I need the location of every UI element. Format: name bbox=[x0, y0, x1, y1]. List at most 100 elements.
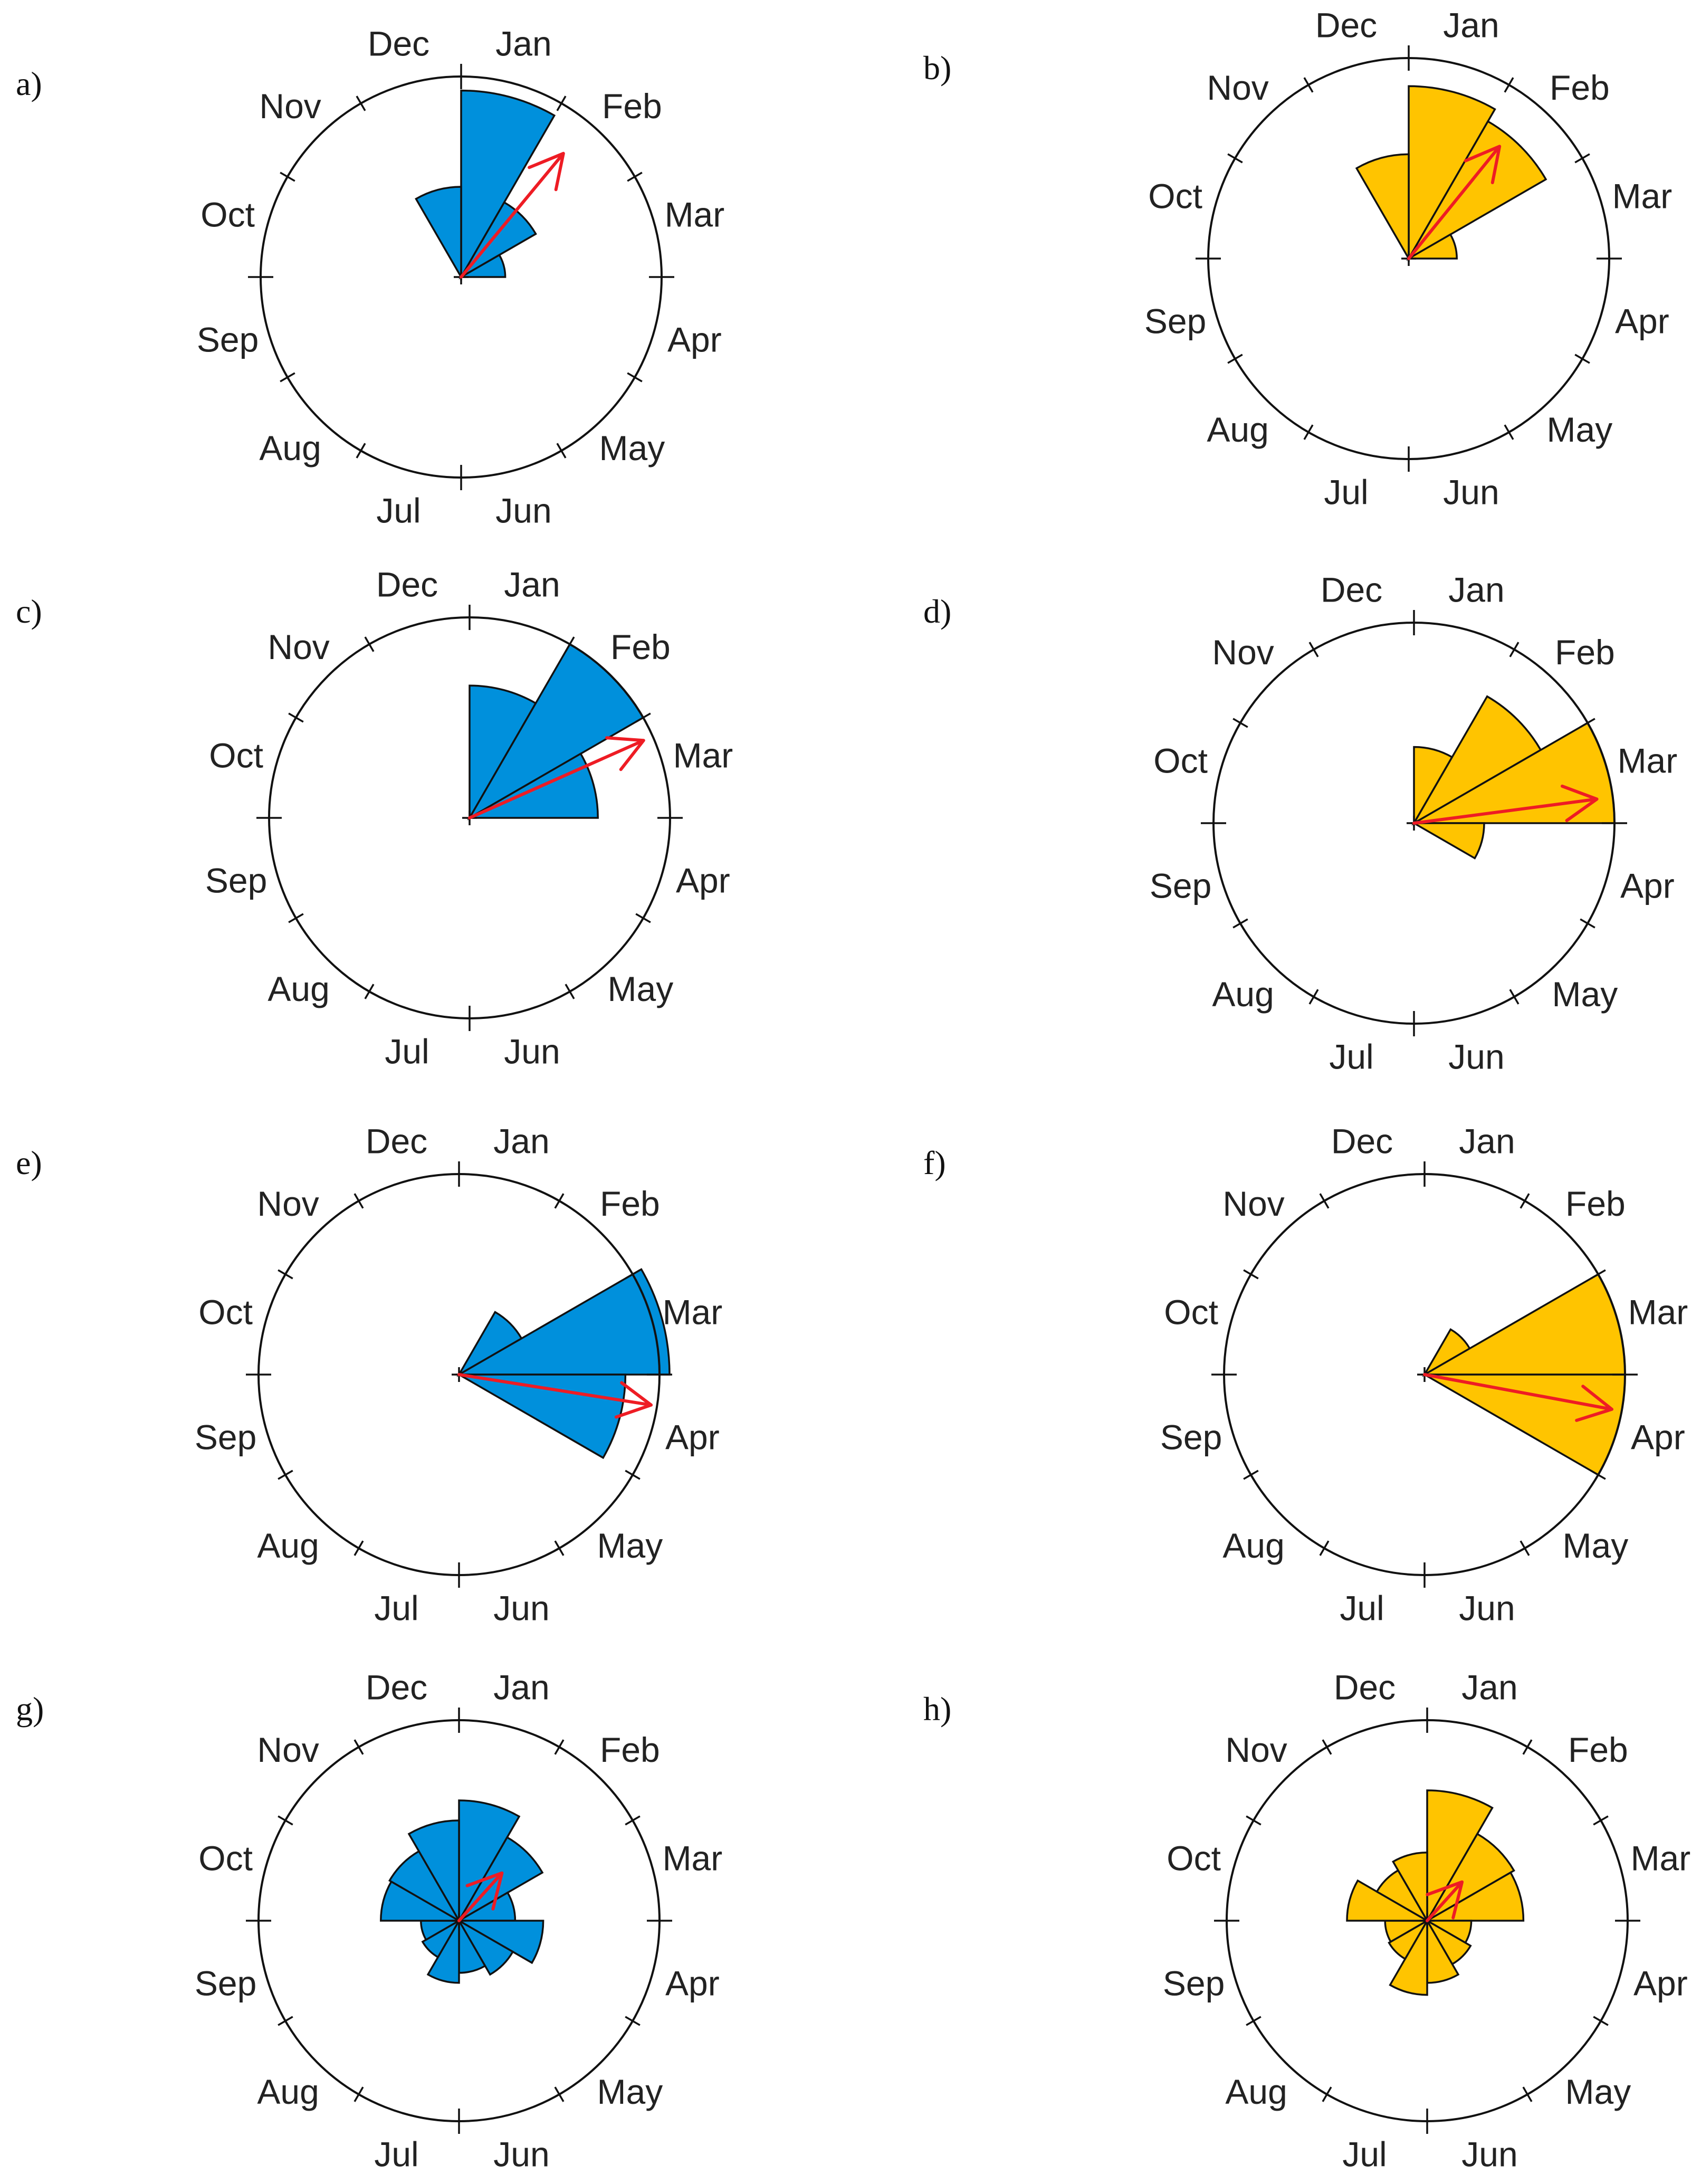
panel-label: b) bbox=[923, 49, 951, 87]
month-label-jan: Jan bbox=[495, 24, 551, 63]
month-label-mar: Mar bbox=[1618, 741, 1678, 780]
rose-panel: f) Jan Feb Mar Apr May Jun Jul Aug Sep Oct Nov Dec bbox=[923, 1122, 1688, 1628]
month-label-jul: Jul bbox=[385, 1032, 429, 1071]
month-label-dec: Dec bbox=[376, 565, 438, 604]
month-label-jun: Jun bbox=[1443, 472, 1499, 511]
rose-sector-jan bbox=[460, 89, 556, 281]
panel-label: g) bbox=[16, 1690, 44, 1728]
month-label-nov: Nov bbox=[1212, 633, 1274, 672]
month-label-nov: Nov bbox=[257, 1730, 319, 1769]
ring-tick bbox=[353, 1540, 364, 1556]
month-label-jun: Jun bbox=[493, 1588, 549, 1627]
mean-direction-arrow bbox=[1412, 784, 1599, 825]
ring-tick bbox=[1322, 1739, 1332, 1755]
month-label-may: May bbox=[1563, 1526, 1629, 1565]
ring-tick bbox=[1227, 153, 1243, 164]
month-label-dec: Dec bbox=[1334, 1668, 1396, 1707]
month-label-feb: Feb bbox=[610, 627, 671, 666]
ring-tick bbox=[1246, 1815, 1262, 1826]
ring-tick bbox=[556, 443, 567, 459]
rose-sector-dec bbox=[1355, 153, 1410, 262]
rose-sector-mar bbox=[1423, 1871, 1525, 1922]
month-label-aug: Aug bbox=[1225, 2072, 1287, 2111]
ring-tick bbox=[1520, 1540, 1530, 1556]
rose-sector-feb bbox=[458, 201, 537, 280]
ring-tick bbox=[288, 913, 304, 923]
ring-tick bbox=[625, 1269, 641, 1280]
rose-sector-jul bbox=[426, 1917, 460, 1984]
ring-tick bbox=[1303, 77, 1314, 93]
panel-label: c) bbox=[16, 593, 42, 630]
ring-tick bbox=[635, 913, 651, 923]
ring-tick bbox=[353, 1739, 364, 1755]
ring-tick bbox=[1232, 918, 1248, 929]
ring-tick bbox=[1504, 424, 1514, 440]
month-label-sep: Sep bbox=[195, 1418, 256, 1457]
ring-tick bbox=[280, 171, 295, 182]
ring-tick bbox=[635, 712, 651, 723]
ring-tick bbox=[1593, 2016, 1609, 2026]
rose-sector-mar bbox=[466, 752, 599, 819]
rose-panel: e) Jan Feb Mar Apr May Jun Jul Aug Sep Oct Nov Dec bbox=[16, 1122, 722, 1628]
month-label-sep: Sep bbox=[205, 861, 267, 900]
month-label-jan: Jan bbox=[1459, 1122, 1515, 1161]
month-label-aug: Aug bbox=[1212, 975, 1274, 1014]
ring-tick bbox=[364, 984, 375, 999]
rose-panel: a) Jan Feb Mar Apr May Jun Jul Aug Sep Oct Nov Dec bbox=[16, 24, 724, 530]
mean-direction-arrow bbox=[468, 736, 645, 819]
ring-tick bbox=[1580, 918, 1595, 929]
rose-sector-feb bbox=[1425, 1833, 1515, 1923]
ring-tick bbox=[554, 2086, 565, 2102]
month-label-apr: Apr bbox=[1633, 1964, 1688, 2003]
month-label-may: May bbox=[597, 1526, 663, 1565]
month-label-jul: Jul bbox=[1340, 1588, 1384, 1627]
month-label-may: May bbox=[599, 428, 665, 468]
ring-tick bbox=[1590, 1470, 1606, 1480]
month-label-apr: Apr bbox=[1631, 1418, 1685, 1457]
month-label-jun: Jun bbox=[504, 1032, 560, 1071]
month-label-jan: Jan bbox=[1461, 1668, 1517, 1707]
ring-tick bbox=[353, 1193, 364, 1209]
ring-tick bbox=[1319, 1540, 1330, 1556]
month-label-jun: Jun bbox=[1448, 1037, 1504, 1076]
rose-sector-apr bbox=[1410, 822, 1485, 860]
ring-tick bbox=[1593, 1815, 1609, 1826]
month-label-apr: Apr bbox=[1620, 866, 1675, 905]
month-label-dec: Dec bbox=[1315, 6, 1377, 45]
month-label-dec: Dec bbox=[1321, 570, 1382, 609]
ring-tick bbox=[554, 1193, 565, 1209]
month-label-jul: Jul bbox=[374, 1588, 418, 1627]
month-label-feb: Feb bbox=[600, 1730, 660, 1769]
month-label-jun: Jun bbox=[495, 491, 551, 530]
month-label-dec: Dec bbox=[366, 1668, 427, 1707]
ring-tick bbox=[1574, 153, 1590, 164]
rose-sector-aug bbox=[421, 1918, 462, 1959]
month-label-sep: Sep bbox=[197, 320, 259, 359]
month-label-dec: Dec bbox=[366, 1122, 427, 1161]
mean-direction-arrow bbox=[460, 151, 565, 279]
month-label-sep: Sep bbox=[1144, 302, 1206, 341]
ring-tick bbox=[1319, 1193, 1330, 1209]
ring-tick bbox=[565, 984, 575, 999]
month-label-oct: Oct bbox=[1148, 177, 1202, 216]
month-label-oct: Oct bbox=[1153, 741, 1208, 780]
month-label-mar: Mar bbox=[1628, 1293, 1688, 1332]
month-label-feb: Feb bbox=[1568, 1730, 1628, 1769]
rose-sector-apr bbox=[1421, 1374, 1626, 1476]
ring-tick bbox=[364, 636, 375, 652]
rose-sector-feb bbox=[1411, 695, 1542, 826]
rose-sector-aug bbox=[1388, 1918, 1430, 1960]
month-label-oct: Oct bbox=[209, 736, 263, 775]
mean-direction-arrow bbox=[1423, 1373, 1613, 1422]
ring-tick bbox=[278, 1269, 293, 1280]
rose-sector-jan bbox=[469, 684, 537, 822]
rose-panel: c) Jan Feb Mar Apr May Jun Jul Aug Sep Oct Nov Dec bbox=[16, 565, 733, 1071]
ring-tick bbox=[1227, 354, 1243, 364]
month-label-nov: Nov bbox=[257, 1184, 319, 1223]
panel-label: f) bbox=[923, 1144, 946, 1181]
month-label-dec: Dec bbox=[368, 24, 429, 63]
rose-sector-apr bbox=[455, 1920, 544, 1964]
rose-sector-mar bbox=[457, 253, 507, 278]
month-label-may: May bbox=[608, 969, 674, 1008]
month-label-aug: Aug bbox=[267, 969, 329, 1008]
